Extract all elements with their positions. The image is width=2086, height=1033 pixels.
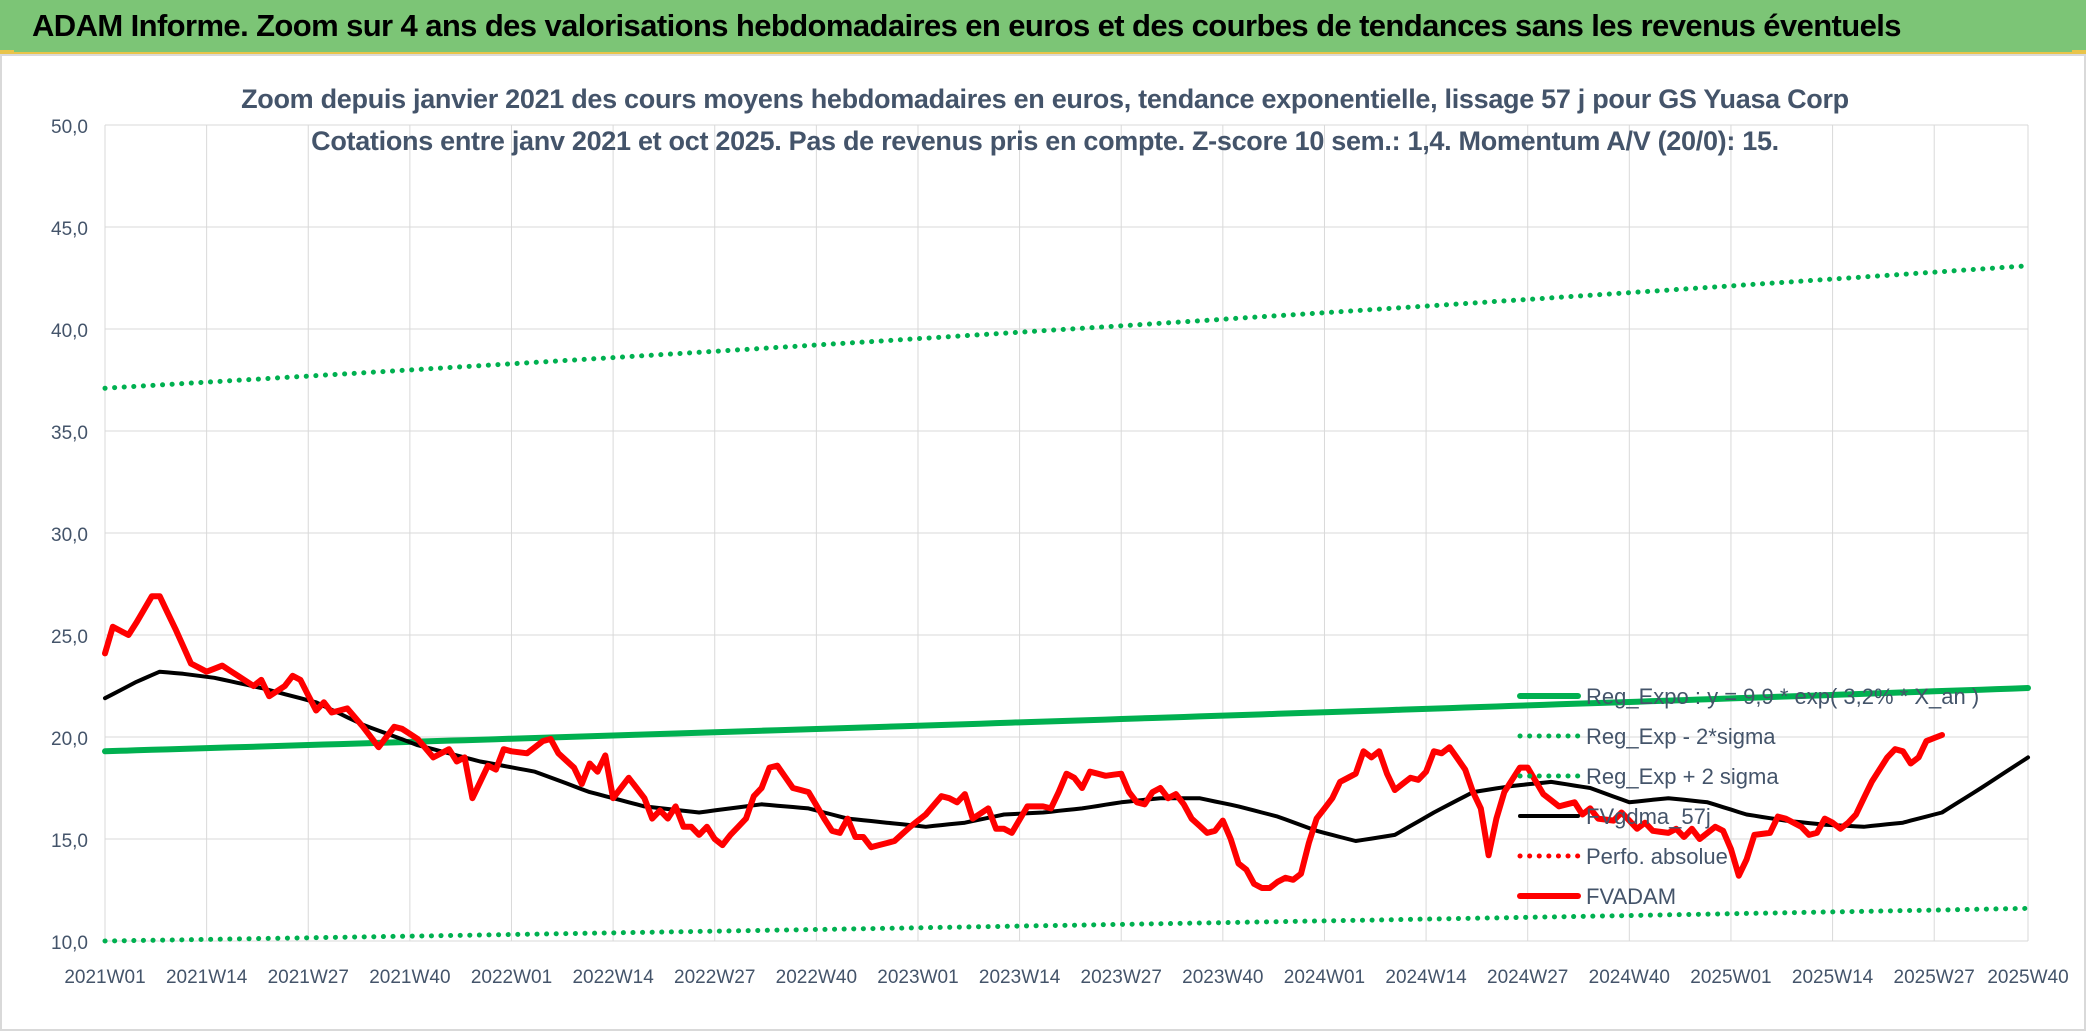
chart-title: Zoom depuis janvier 2021 des cours moyen… <box>241 84 1849 114</box>
series-line-0 <box>102 685 2031 755</box>
legend-label: FVgdma_57j <box>1586 804 1711 829</box>
x-tick-label: 2025W14 <box>1792 967 1874 988</box>
series-line-2 <box>102 263 2031 391</box>
x-tick-label: 2022W01 <box>471 967 552 988</box>
y-tick-label: 10,0 <box>51 933 88 954</box>
y-tick-label: 35,0 <box>51 423 88 444</box>
x-tick-label: 2021W01 <box>64 967 145 988</box>
x-tick-label: 2023W27 <box>1081 967 1162 988</box>
x-tick-label: 2023W01 <box>877 967 958 988</box>
legend-label: FVADAM <box>1586 884 1676 909</box>
x-tick-label: 2024W01 <box>1284 967 1365 988</box>
legend-label: Reg_Expo : y = 9,9 * exp( 3,2% * X_an ) <box>1586 684 1979 709</box>
x-tick-label: 2022W40 <box>776 967 857 988</box>
x-tick-label: 2022W27 <box>674 967 755 988</box>
header-corner-right <box>2072 50 2086 56</box>
legend-label: Reg_Exp + 2 sigma <box>1586 764 1779 789</box>
header-bar: ADAM Informe. Zoom sur 4 ans des valoris… <box>0 0 2086 54</box>
chart-subtitle: Cotations entre janv 2021 et oct 2025. P… <box>311 126 1779 156</box>
x-tick-label: 2023W14 <box>979 967 1061 988</box>
x-tick-label: 2025W27 <box>1894 967 1975 988</box>
chart-area: 10,0 15,0 20,0 25,0 30,0 35,0 40,0 45,0 50,0 2021… <box>0 54 2086 1031</box>
y-tick-label: 25,0 <box>51 627 88 648</box>
y-tick-label: 40,0 <box>51 321 88 342</box>
series-line-1 <box>102 905 2031 944</box>
y-tick-label: 45,0 <box>51 219 88 240</box>
legend-label: Reg_Exp - 2*sigma <box>1586 724 1776 749</box>
x-tick-label: 2023W40 <box>1182 967 1263 988</box>
x-tick-label: 2025W40 <box>1987 967 2068 988</box>
y-tick-label: 20,0 <box>51 729 88 750</box>
x-tick-label: 2021W40 <box>369 967 450 988</box>
x-tick-label: 2022W14 <box>572 967 654 988</box>
chart-svg: 10,0 15,0 20,0 25,0 30,0 35,0 40,0 45,0 50,0 2021… <box>51 117 2069 988</box>
page-title: ADAM Informe. Zoom sur 4 ans des valoris… <box>32 8 1902 43</box>
y-tick-label: 15,0 <box>51 831 88 852</box>
x-tick-label: 2024W14 <box>1385 967 1467 988</box>
legend-label: Perfo. absolue <box>1586 844 1728 869</box>
x-tick-label: 2024W40 <box>1589 967 1670 988</box>
series-line-5 <box>102 593 1945 891</box>
y-tick-label: 30,0 <box>51 525 88 546</box>
x-tick-label: 2021W27 <box>268 967 349 988</box>
x-tick-label: 2024W27 <box>1487 967 1568 988</box>
y-tick-label: 50,0 <box>51 117 88 138</box>
x-tick-label: 2025W01 <box>1690 967 1771 988</box>
header-corner-left <box>0 50 14 56</box>
x-tick-label: 2021W14 <box>166 967 248 988</box>
